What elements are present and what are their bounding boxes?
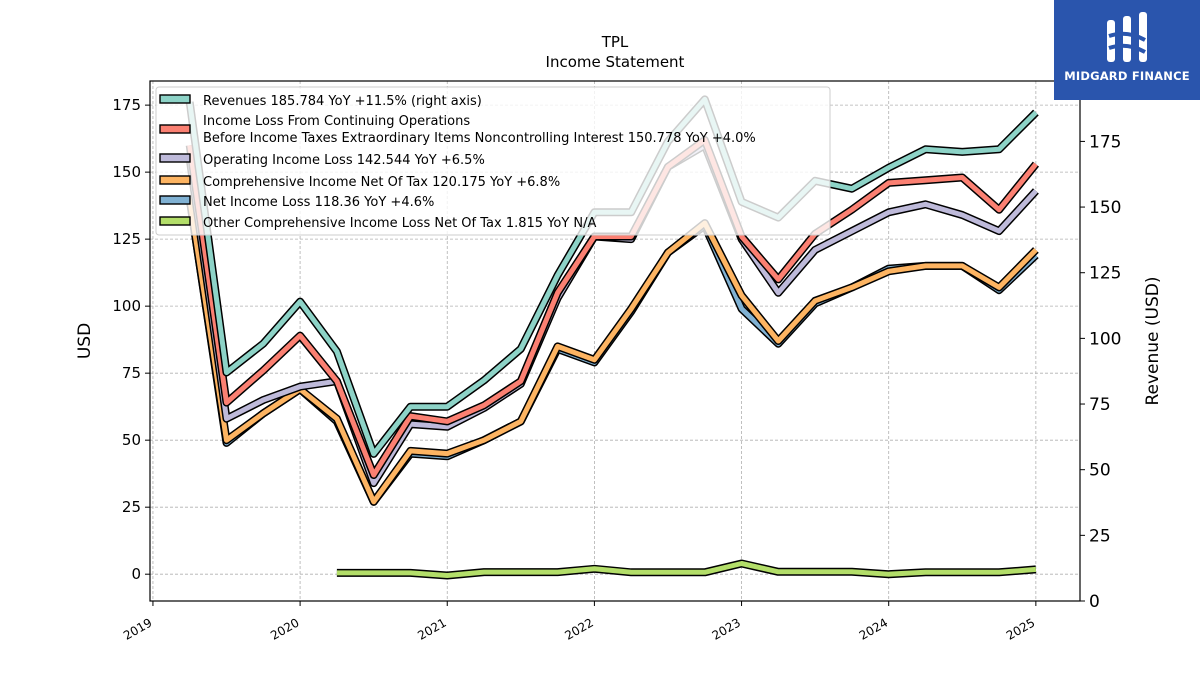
legend-label: Other Comprehensive Income Loss Net Of T… — [203, 216, 597, 231]
y-tick-label: 50 — [122, 431, 141, 449]
legend-box — [155, 86, 831, 236]
y-tick-label: 100 — [112, 297, 141, 315]
x-tick-label: 2024 — [857, 615, 890, 642]
series-line — [336, 561, 1037, 578]
y-tick-label: 75 — [122, 364, 141, 382]
y-axis-right-label: Revenue (USD) — [1143, 276, 1163, 405]
plot-frame — [149, 80, 1081, 602]
legend: Revenues 185.784 YoY +11.5% (right axis)… — [155, 86, 831, 236]
y-tick-label: 150 — [112, 163, 141, 181]
chart-subtitle: Income Statement — [546, 53, 685, 71]
legend-swatch — [159, 175, 191, 185]
y-tick-label: 125 — [112, 230, 141, 248]
legend-swatch — [159, 216, 191, 226]
y-axis-label: USD — [75, 323, 95, 359]
legend-label: Income Loss From Continuing Operations Be… — [203, 114, 756, 146]
y-right-tick-label: 175 — [1089, 132, 1121, 152]
x-tick-label: 2019 — [121, 615, 154, 642]
y-tick-label: 0 — [131, 565, 141, 583]
y-right-tick-label: 0 — [1089, 592, 1100, 612]
y-right-tick-label: 25 — [1089, 526, 1111, 546]
legend-swatch — [159, 195, 191, 205]
legend-swatch — [159, 94, 191, 104]
y-right-tick-label: 50 — [1089, 461, 1111, 481]
midgard-finance-logo: MIDGARD FINANCE — [1054, 0, 1200, 100]
legend-label: Operating Income Loss 142.544 YoY +6.5% — [203, 153, 485, 168]
legend-swatch — [159, 124, 191, 134]
legend-swatch — [159, 153, 191, 163]
series-line — [187, 198, 1038, 505]
logo-mark-icon — [1107, 12, 1147, 62]
y-tick-label: 25 — [122, 498, 141, 516]
x-tick-label: 2021 — [415, 615, 448, 642]
legend-label: Net Income Loss 118.36 YoY +4.6% — [203, 195, 434, 210]
y-right-tick-label: 150 — [1089, 198, 1121, 218]
legend-label: Comprehensive Income Net Of Tax 120.175 … — [203, 175, 560, 190]
y-right-tick-label: 75 — [1089, 395, 1111, 415]
chart-title: TPL — [601, 33, 629, 51]
y-right-tick-label: 100 — [1089, 329, 1121, 349]
series-line — [187, 137, 1038, 478]
y-right-tick-label: 125 — [1089, 264, 1121, 284]
x-tick-label: 2022 — [562, 615, 595, 642]
x-tick-label: 2023 — [710, 615, 743, 642]
legend-label: Revenues 185.784 YoY +11.5% (right axis) — [203, 94, 482, 109]
x-tick-label: 2020 — [268, 615, 301, 642]
y-tick-label: 175 — [112, 96, 141, 114]
brand-name: MIDGARD FINANCE — [1064, 69, 1190, 83]
axis-ticks: 0 25 50 75 100 125 150 175 2019 2020 2021 2022 2023 2… — [112, 96, 1121, 643]
x-tick-label: 2025 — [1004, 615, 1037, 642]
